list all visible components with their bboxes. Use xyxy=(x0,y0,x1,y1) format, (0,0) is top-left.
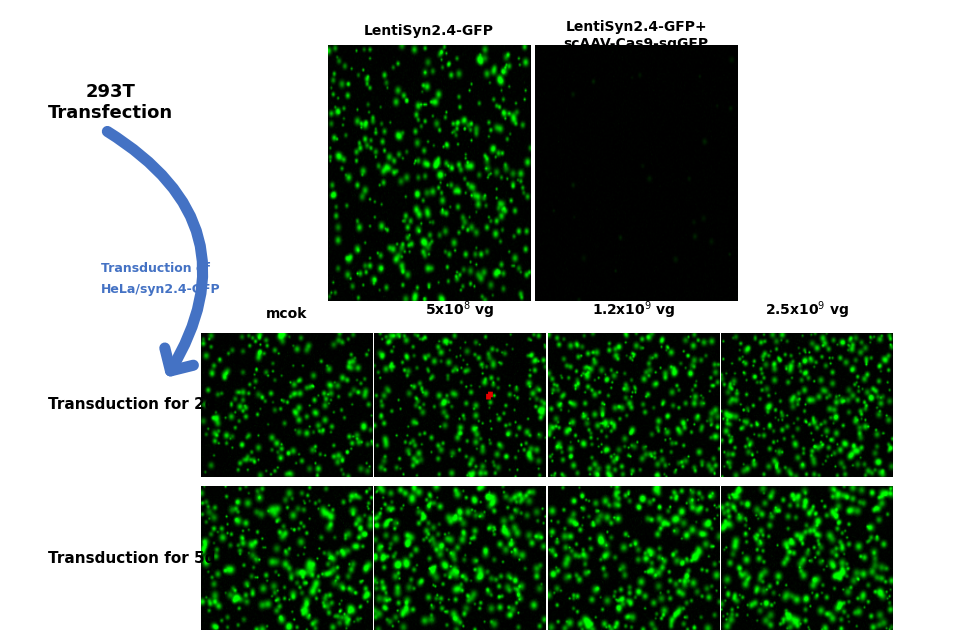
FancyArrowPatch shape xyxy=(107,131,202,371)
Text: Transduction for 5d: Transduction for 5d xyxy=(48,550,216,566)
Text: HeLa/syn2.4-GFP: HeLa/syn2.4-GFP xyxy=(101,283,221,296)
Text: Transduction of: Transduction of xyxy=(101,262,210,275)
Text: LentiSyn2.4-GFP+
scAAV-Cas9-sgGFP: LentiSyn2.4-GFP+ scAAV-Cas9-sgGFP xyxy=(564,20,709,51)
Text: 2.5x10$^9$ vg: 2.5x10$^9$ vg xyxy=(764,300,849,321)
Text: 293T
Transfection: 293T Transfection xyxy=(48,83,174,122)
Text: 1.2x10$^9$ vg: 1.2x10$^9$ vg xyxy=(592,300,675,321)
Text: mcok: mcok xyxy=(266,307,307,321)
Text: Transduction for 2d: Transduction for 2d xyxy=(48,397,216,412)
Text: LentiSyn2.4-GFP: LentiSyn2.4-GFP xyxy=(364,24,494,38)
Text: 5x10$^8$ vg: 5x10$^8$ vg xyxy=(425,300,495,321)
